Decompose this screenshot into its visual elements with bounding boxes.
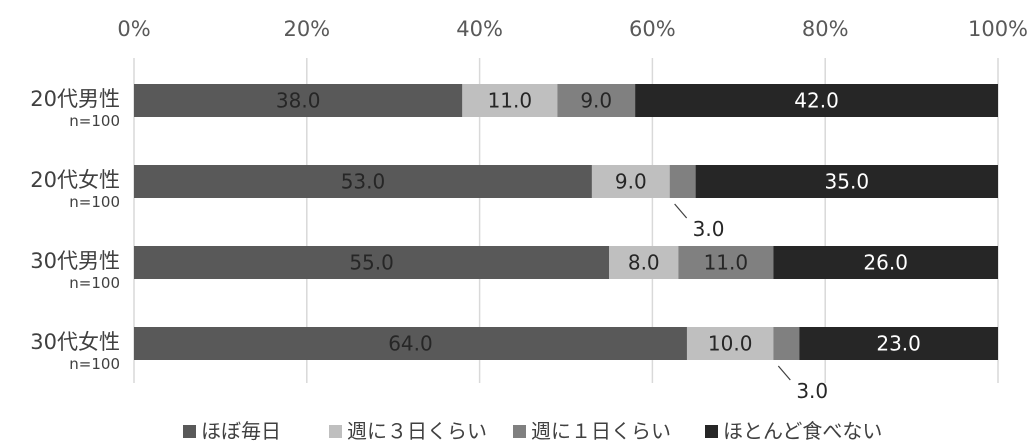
x-tick-label: 40% <box>456 17 503 41</box>
category-sublabel: n=100 <box>69 274 120 292</box>
data-label: 35.0 <box>825 170 870 194</box>
data-label: 26.0 <box>863 251 908 275</box>
bars: 38.0 11.0 9.0 42.0 53.0 9.0 3.0 35.0 55.0 8.0 11.0… <box>134 84 998 403</box>
legend-label: ほぼ毎日 <box>201 419 281 443</box>
bar-segment <box>462 84 558 117</box>
x-tick-label: 80% <box>802 17 849 41</box>
x-tick-label: 0% <box>117 17 150 41</box>
bar-segment <box>669 165 696 198</box>
bar-segment <box>678 246 774 279</box>
x-tick-label: 20% <box>283 17 330 41</box>
legend-swatch <box>705 425 718 438</box>
legend-swatch <box>513 425 526 438</box>
data-label: 10.0 <box>708 332 753 356</box>
legend: ほぼ毎日 週に３日くらい 週に１日くらい ほとんど食べない <box>183 419 882 443</box>
x-tick-label: 100% <box>968 17 1028 41</box>
data-label: 11.0 <box>488 89 533 113</box>
bar-segment <box>609 246 679 279</box>
bar-segment <box>686 327 774 360</box>
legend-label: ほとんど食べない <box>723 419 882 443</box>
legend-swatch <box>183 425 196 438</box>
category-label: 30代女性 <box>30 330 120 354</box>
data-label: 53.0 <box>341 170 386 194</box>
legend-label: 週に１日くらい <box>531 419 671 443</box>
x-tick-label: 60% <box>629 17 676 41</box>
data-label: 38.0 <box>276 89 321 113</box>
legend-swatch <box>329 425 342 438</box>
data-label: 9.0 <box>580 89 612 113</box>
bar-segment <box>773 246 998 279</box>
data-label: 42.0 <box>794 89 839 113</box>
category-label: 20代女性 <box>30 168 120 192</box>
category-label: 30代男性 <box>30 249 120 273</box>
category-sublabel: n=100 <box>69 355 120 373</box>
bar-segment <box>134 84 463 117</box>
legend-label: 週に３日くらい <box>347 419 487 443</box>
leader-line <box>674 203 688 219</box>
bar-segment <box>695 165 998 198</box>
data-label: 3.0 <box>693 217 725 241</box>
data-label: 55.0 <box>349 251 394 275</box>
bar-segment <box>134 327 687 360</box>
x-axis-ticks: 0% 20% 40% 60% 80% 100% <box>117 17 1028 41</box>
bar-segment <box>557 84 636 117</box>
category-label: 20代男性 <box>30 87 120 111</box>
data-label: 8.0 <box>628 251 660 275</box>
data-label: 11.0 <box>704 251 749 275</box>
bar-segment <box>134 246 610 279</box>
bar-segment <box>591 165 670 198</box>
leader-line <box>777 365 791 381</box>
data-label: 9.0 <box>615 170 647 194</box>
category-sublabel: n=100 <box>69 193 120 211</box>
bar-segment <box>635 84 998 117</box>
bar-segment <box>773 327 800 360</box>
bar-segment <box>799 327 998 360</box>
data-label: 23.0 <box>876 332 921 356</box>
data-label: 64.0 <box>388 332 433 356</box>
bar-segment <box>134 165 592 198</box>
category-sublabel: n=100 <box>69 112 120 130</box>
data-label: 3.0 <box>796 379 828 403</box>
